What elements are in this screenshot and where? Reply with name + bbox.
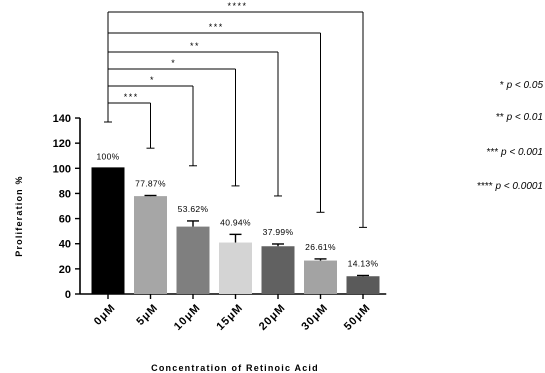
significance-stars: ** [190,41,200,51]
y-tick-label: 140 [53,113,71,125]
y-tick-label: 40 [59,239,71,251]
bar [134,196,167,294]
y-tick-label: 120 [53,138,71,150]
x-tick-label: 5μM [134,302,160,328]
significance-stars: **** [227,1,247,11]
x-tick-label: 0μM [92,302,118,328]
data-label: 53.62% [178,204,209,214]
x-tick-label: 50μM [342,302,373,333]
significance-stars: *** [209,22,224,32]
y-tick-label: 100 [53,163,71,175]
legend-entry: **** p < 0.0001 [477,181,543,192]
data-label: 100% [97,151,120,161]
legend-entry: *** p < 0.001 [487,147,543,158]
x-tick-label: 30μM [299,302,330,333]
bar [91,168,125,294]
y-tick-label: 60 [59,214,71,226]
bar [304,260,337,294]
significance-legend: * p < 0.05 ** p < 0.01 *** p < 0.001 **** p… [477,80,543,192]
data-label: 37.99% [263,227,294,237]
x-tick-label: 20μM [257,302,288,333]
y-tick-label: 0 [65,289,71,301]
y-tick-label: 20 [59,264,71,276]
legend-entry: ** p < 0.01 [496,112,543,123]
bar [346,276,380,294]
x-tick-label: 15μM [214,302,245,333]
data-label: 26.61% [305,242,336,252]
significance-brackets: ************** [104,1,367,228]
bar [176,226,210,294]
significance-stars: *** [124,92,139,102]
y-axis-title: Proliferation % [14,175,24,257]
bars: 100% 77.87% 53.62% 40.94% 37.99% 26.61% 14.13% [91,151,380,294]
legend-entry: * p < 0.05 [500,80,544,91]
data-label: 14.13% [348,258,379,268]
data-label: 77.87% [135,178,166,188]
y-tick-label: 80 [59,188,71,200]
bar [219,242,252,294]
significance-stars: * [150,75,155,85]
bar [261,246,295,294]
x-tick-label: 10μM [172,302,203,333]
data-label: 40.94% [220,217,251,227]
x-axis-title: Concentration of Retinoic Acid [151,363,319,373]
significance-stars: * [171,58,176,68]
